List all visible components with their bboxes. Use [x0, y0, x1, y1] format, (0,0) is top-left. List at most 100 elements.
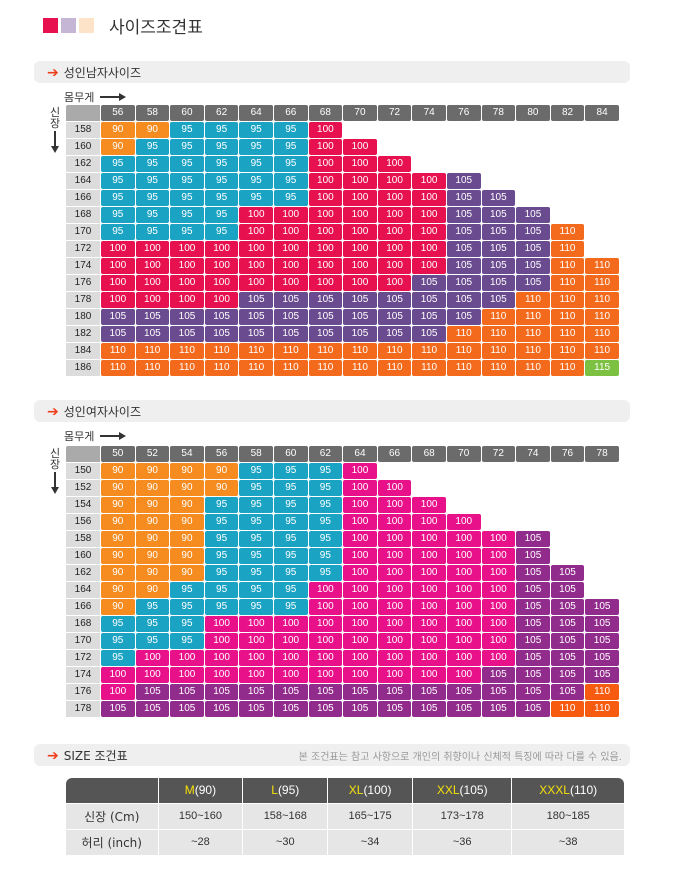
size-cell: 110	[585, 258, 619, 274]
grid-row: 164 90 90 95 95 95 95 100 100 100 100 100 100 105 105	[66, 582, 620, 599]
size-cell: 105	[308, 292, 343, 308]
size-cell: 90	[135, 531, 170, 547]
size-cell: 100	[273, 275, 308, 291]
size-row-label: 신장 (Cm)	[66, 802, 159, 829]
size-cell: 100	[446, 582, 481, 598]
size-cell: 100	[308, 207, 343, 223]
size-cell: 100	[343, 463, 377, 479]
size-cell: 100	[273, 616, 308, 632]
size-cell: 100	[204, 241, 239, 257]
weight-header: 70	[343, 105, 377, 121]
weight-header: 72	[377, 105, 412, 121]
size-cell: 95	[204, 207, 239, 223]
size-cell: 95	[273, 190, 308, 206]
size-cell: 110	[135, 360, 170, 376]
height-label: 152	[66, 480, 100, 496]
size-cell: 105	[585, 599, 619, 615]
empty-cell	[447, 156, 481, 172]
size-cell: 110	[446, 343, 481, 359]
size-cell: 110	[516, 360, 550, 376]
size-cell: 100	[446, 650, 481, 666]
size-cell: 100	[377, 667, 412, 683]
size-cell: 100	[446, 565, 481, 581]
grid-header-row: 50 52 54 56 58 60 62 64 66 68 70 72 74 76 78	[66, 446, 620, 463]
size-cell: 105	[516, 258, 550, 274]
size-cell: 105	[135, 309, 170, 325]
height-label: 174	[66, 258, 100, 274]
weight-header: 76	[446, 105, 481, 121]
size-cell: 105	[412, 309, 446, 325]
size-cell: 110	[481, 343, 516, 359]
empty-cell	[551, 139, 585, 155]
size-cell: 100	[204, 292, 239, 308]
weight-header: 62	[308, 446, 343, 462]
size-cell: 95	[273, 156, 308, 172]
size-cell: 110	[550, 241, 585, 257]
size-cell: 105	[516, 241, 550, 257]
size-cell: 100	[446, 514, 481, 530]
size-cell: 110	[585, 701, 619, 717]
size-cell: 100	[481, 599, 516, 615]
empty-cell	[516, 173, 550, 189]
height-label: 170	[66, 633, 100, 649]
size-cell: 105	[481, 275, 516, 291]
size-cell: 95	[204, 122, 239, 138]
grid-row: 182 105 105 105 105 105 105 105 105 105 105 110 110 1…	[66, 326, 620, 343]
height-label: 158	[66, 531, 100, 547]
size-cell: 100	[481, 650, 516, 666]
size-cell: 95	[170, 122, 204, 138]
arrow-down-icon	[51, 131, 59, 153]
size-cell: 105	[481, 224, 516, 240]
swatch-lavender	[61, 18, 76, 33]
men-weight-axis-label: 몸무게	[64, 89, 127, 105]
size-cell: 90	[204, 463, 239, 479]
size-cell: 100	[377, 173, 412, 189]
size-cell: 105	[550, 599, 585, 615]
height-label: 164	[66, 173, 100, 189]
size-cell: 110	[585, 343, 619, 359]
size-cell: 100	[273, 241, 308, 257]
size-value: 180~185	[511, 802, 624, 829]
size-cell: 110	[377, 360, 412, 376]
size-cell: 95	[101, 156, 135, 172]
size-cell: 90	[135, 514, 170, 530]
size-cell: 95	[239, 190, 273, 206]
size-table-row: 허리 (inch) ~28 ~30 ~34 ~36 ~38	[66, 828, 624, 855]
weight-header: 64	[343, 446, 377, 462]
size-cell: 110	[585, 292, 619, 308]
empty-cell	[412, 122, 446, 138]
size-cell: 105	[550, 650, 585, 666]
size-cell: 105	[446, 684, 481, 700]
size-cell: 90	[135, 480, 170, 496]
size-value: 173~178	[412, 802, 513, 829]
size-cell: 95	[204, 224, 239, 240]
size-cell: 105	[135, 326, 170, 342]
size-cell: 95	[239, 599, 273, 615]
height-label: 156	[66, 514, 100, 530]
arrow-right-icon: ➔	[47, 64, 59, 80]
size-cell: 90	[101, 548, 135, 564]
size-cell: 105	[377, 292, 412, 308]
size-cell: 100	[377, 241, 412, 257]
grid-row: 174 100 100 100 100 100 100 100 100 100 100 105 105 1…	[66, 258, 620, 275]
size-cell: 95	[308, 514, 343, 530]
height-label: 176	[66, 684, 100, 700]
size-cell: 95	[273, 531, 308, 547]
empty-cell	[551, 497, 585, 513]
size-cell: 95	[308, 548, 343, 564]
size-cell: 95	[135, 633, 170, 649]
empty-cell	[343, 122, 377, 138]
size-cell: 90	[135, 548, 170, 564]
size-cell: 105	[481, 701, 516, 717]
empty-cell	[585, 497, 619, 513]
height-label: 184	[66, 343, 100, 359]
size-cell: 100	[239, 224, 273, 240]
size-cell: 110	[550, 309, 585, 325]
size-cell: 95	[101, 224, 135, 240]
size-cell: 110	[343, 343, 377, 359]
size-cell: 100	[308, 190, 343, 206]
size-cell: 90	[135, 582, 170, 598]
size-cell: 105	[239, 309, 273, 325]
grid-row: 178 100 100 100 100 105 105 105 105 105 105 105 105 1…	[66, 292, 620, 309]
size-cell: 100	[308, 224, 343, 240]
